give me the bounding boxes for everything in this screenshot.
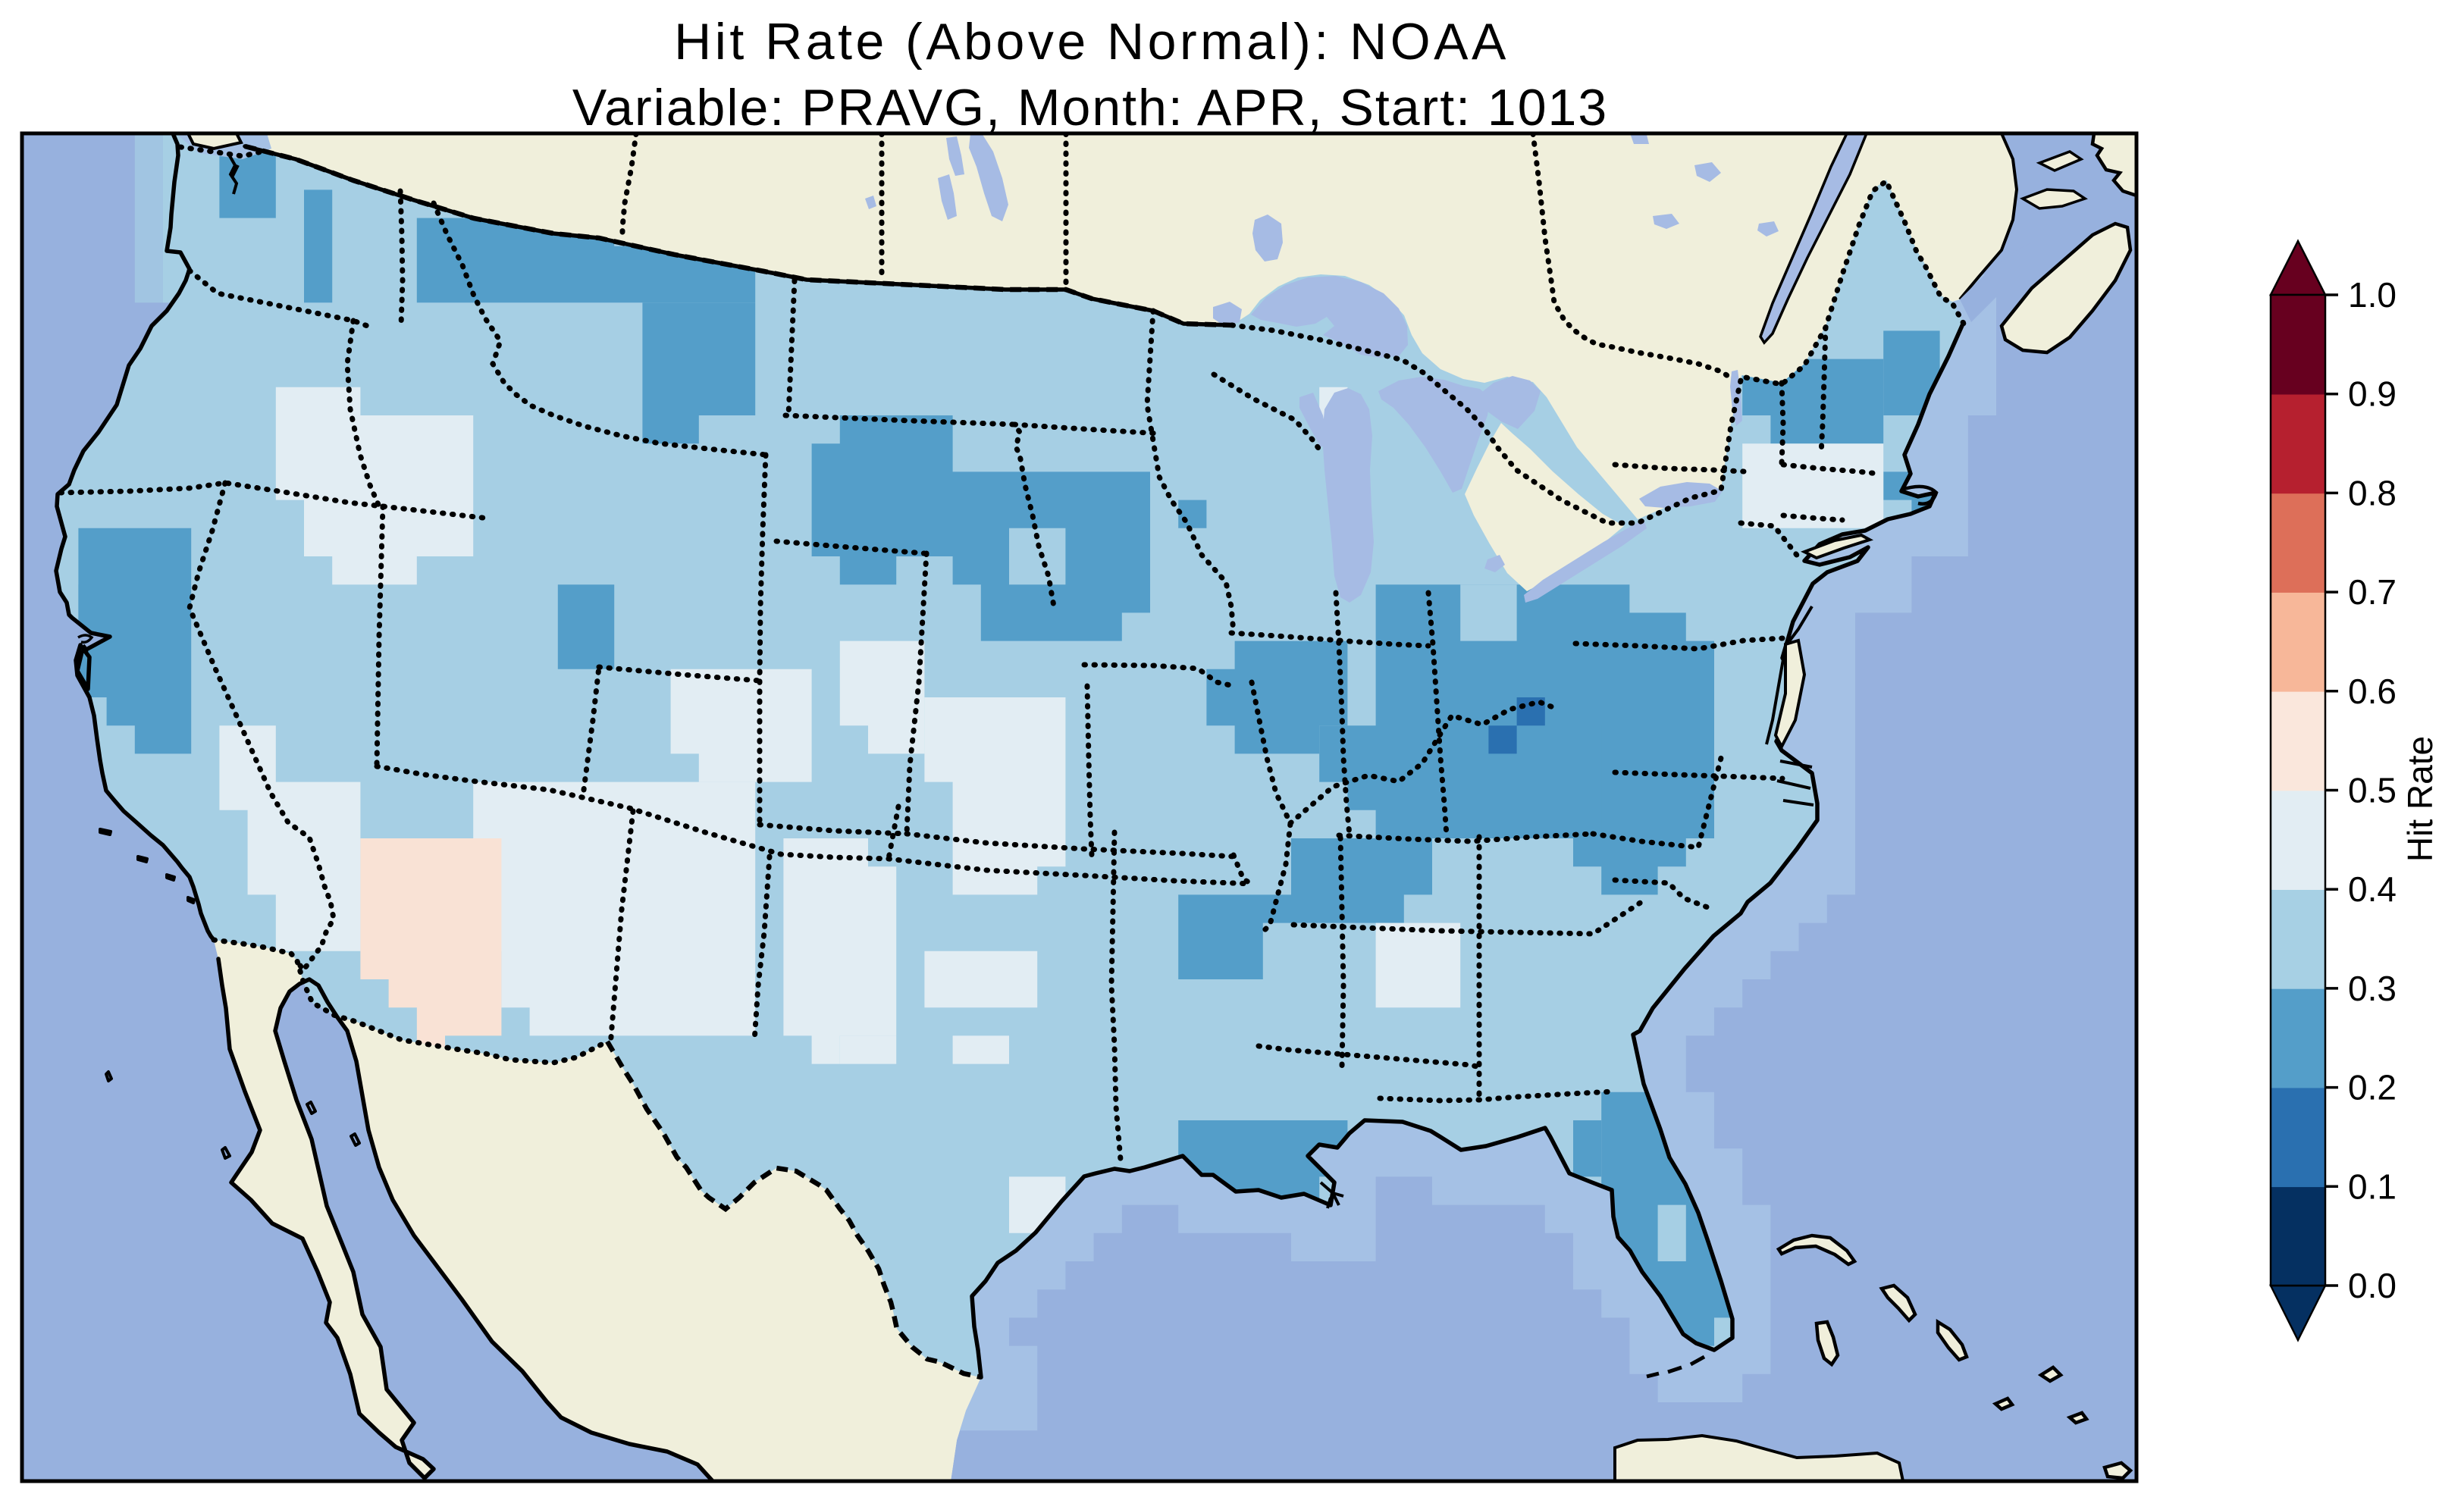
svg-text:0.9: 0.9 <box>2348 374 2397 414</box>
svg-text:1.0: 1.0 <box>2348 275 2397 315</box>
svg-text:Hit Rate: Hit Rate <box>2400 736 2440 862</box>
svg-text:Variable: PRAVG, Month: APR, S: Variable: PRAVG, Month: APR, Start: 1013 <box>572 79 1608 136</box>
svg-text:0.8: 0.8 <box>2348 473 2397 512</box>
svg-text:0.7: 0.7 <box>2348 572 2397 612</box>
svg-text:0.0: 0.0 <box>2348 1266 2397 1305</box>
svg-text:0.6: 0.6 <box>2348 672 2397 711</box>
svg-text:0.1: 0.1 <box>2348 1167 2397 1206</box>
svg-text:0.4: 0.4 <box>2348 869 2397 909</box>
svg-text:0.3: 0.3 <box>2348 969 2397 1008</box>
svg-text:0.2: 0.2 <box>2348 1068 2397 1107</box>
svg-text:0.5: 0.5 <box>2348 771 2397 810</box>
svg-text:Hit Rate (Above Normal): NOAA: Hit Rate (Above Normal): NOAA <box>674 13 1509 70</box>
